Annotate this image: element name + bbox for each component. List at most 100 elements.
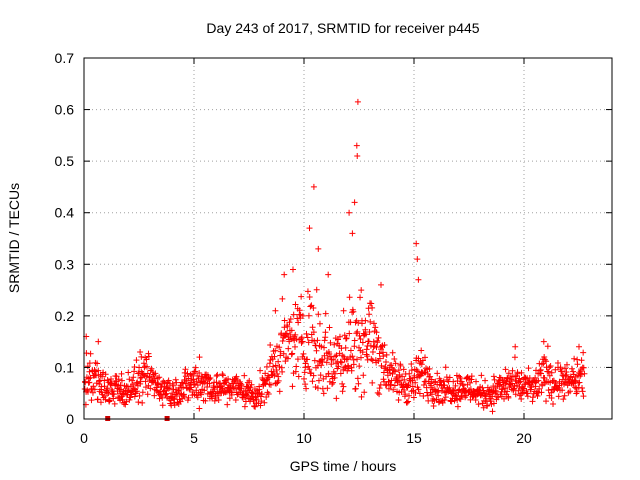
data-point <box>347 319 354 326</box>
data-point <box>87 374 94 381</box>
data-point <box>215 392 222 399</box>
data-point <box>538 389 545 396</box>
data-point <box>282 330 289 337</box>
data-point <box>144 370 151 377</box>
data-point <box>412 389 419 396</box>
data-point <box>331 341 338 348</box>
chart-title: Day 243 of 2017, SRMTID for receiver p44… <box>206 20 479 36</box>
data-point <box>468 373 475 380</box>
data-point <box>372 324 379 331</box>
data-point <box>272 362 279 369</box>
data-point <box>145 353 152 360</box>
data-point <box>338 359 345 366</box>
data-point <box>263 393 270 400</box>
data-point <box>548 369 555 376</box>
data-point <box>550 401 557 407</box>
data-point <box>367 318 374 325</box>
data-point <box>252 403 259 410</box>
data-point <box>130 374 137 381</box>
data-point-peak <box>576 343 582 350</box>
data-point <box>574 361 581 368</box>
data-point <box>101 377 108 384</box>
data-point <box>182 366 189 373</box>
data-point <box>363 346 370 353</box>
data-point <box>263 377 270 384</box>
data-point <box>99 391 106 398</box>
data-point <box>571 355 578 362</box>
data-point <box>415 355 422 362</box>
data-point <box>332 370 339 377</box>
data-point <box>516 375 523 382</box>
data-point <box>369 349 376 356</box>
data-point <box>317 372 324 379</box>
data-point <box>543 398 550 405</box>
data-point <box>131 393 138 400</box>
data-point <box>480 404 487 411</box>
data-point <box>288 351 295 358</box>
data-point <box>287 316 294 323</box>
data-point <box>457 375 464 382</box>
data-point <box>258 398 265 405</box>
data-point <box>276 388 283 395</box>
data-point <box>311 357 318 364</box>
data-point <box>192 368 199 375</box>
data-point <box>528 384 535 391</box>
data-point <box>181 393 188 400</box>
data-point <box>136 364 143 371</box>
data-point <box>154 381 161 388</box>
data-point <box>123 398 130 405</box>
data-point <box>302 381 309 388</box>
data-point <box>325 370 332 377</box>
data-point <box>288 327 295 334</box>
data-point <box>142 378 149 385</box>
data-point <box>316 320 323 327</box>
data-point <box>163 390 170 397</box>
data-point-peak <box>351 199 358 206</box>
data-point <box>350 308 357 315</box>
data-point <box>525 365 532 372</box>
data-point <box>275 358 282 365</box>
data-point <box>204 390 211 397</box>
data-point <box>84 363 91 370</box>
data-point-peak <box>196 354 203 361</box>
data-point <box>342 344 349 351</box>
data-point <box>545 368 552 375</box>
data-point <box>380 353 387 360</box>
data-point <box>428 391 435 398</box>
data-point <box>348 367 355 374</box>
data-point <box>322 310 329 317</box>
data-point <box>213 373 220 380</box>
data-point <box>246 377 253 384</box>
data-point <box>362 331 369 338</box>
data-point <box>522 375 529 382</box>
data-point <box>399 373 406 380</box>
data-point <box>511 354 518 361</box>
data-point <box>357 294 364 301</box>
data-point <box>108 386 115 393</box>
data-point <box>578 357 585 364</box>
data-point <box>563 371 570 378</box>
data-point <box>298 293 305 300</box>
data-point <box>311 337 318 344</box>
data-point <box>214 371 221 378</box>
data-point <box>351 337 358 344</box>
data-point <box>241 372 248 379</box>
data-point <box>366 311 373 318</box>
data-point <box>541 375 548 382</box>
data-point <box>579 384 586 391</box>
data-point <box>405 398 412 405</box>
data-point <box>554 386 561 393</box>
data-point <box>389 349 396 356</box>
data-point <box>151 392 158 399</box>
data-point <box>310 304 317 311</box>
data-point <box>369 304 376 311</box>
data-point <box>323 359 330 366</box>
data-point <box>418 347 425 354</box>
data-point <box>449 387 456 394</box>
data-point <box>173 393 180 400</box>
data-point <box>354 356 361 363</box>
data-point <box>404 382 411 389</box>
data-point <box>253 396 260 403</box>
data-point <box>300 350 307 357</box>
data-point <box>91 367 98 374</box>
